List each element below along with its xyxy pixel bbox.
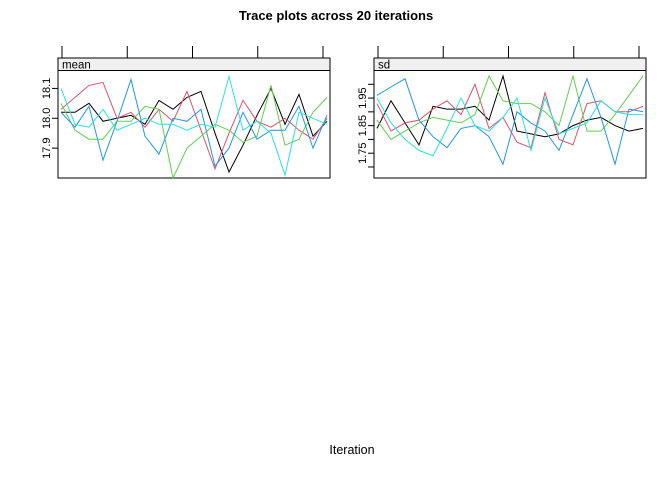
strip-mean: [57, 57, 331, 71]
panel-box-mean: [57, 70, 331, 179]
trace-line-mean-chain-2: [60, 81, 328, 171]
trace-line-mean-chain-1: [61, 87, 328, 174]
trace-line-mean-chain-5: [60, 74, 328, 177]
y-tick-label-mean: 17.9: [41, 137, 53, 158]
trace-line-sd-chain-2: [376, 82, 644, 149]
x-axis-label: Iteration: [329, 443, 375, 457]
y-tick-label-sd: 1.85: [357, 115, 369, 136]
trace-line-sd-chain-3: [376, 74, 644, 141]
trace-line-mean-chain-4: [60, 77, 328, 168]
y-tick-label-sd: 1.95: [357, 87, 369, 108]
chart-title: Trace plots across 20 iterations: [238, 8, 434, 23]
strip-sd: [373, 57, 647, 71]
panel-box-sd: [373, 70, 647, 179]
y-tick-label-mean: 18.1: [41, 78, 53, 99]
y-tick-label-sd: 1.75: [357, 142, 369, 163]
strip-label-mean: mean: [62, 60, 91, 72]
trace-line-sd-chain-4: [376, 77, 644, 167]
y-tick-label-mean: 18.0: [41, 108, 53, 129]
trace-line-mean-chain-3: [60, 85, 328, 180]
strip-label-sd: sd: [378, 60, 390, 72]
trace-line-sd-chain-1: [376, 74, 644, 147]
trace-line-sd-chain-5: [376, 96, 643, 157]
